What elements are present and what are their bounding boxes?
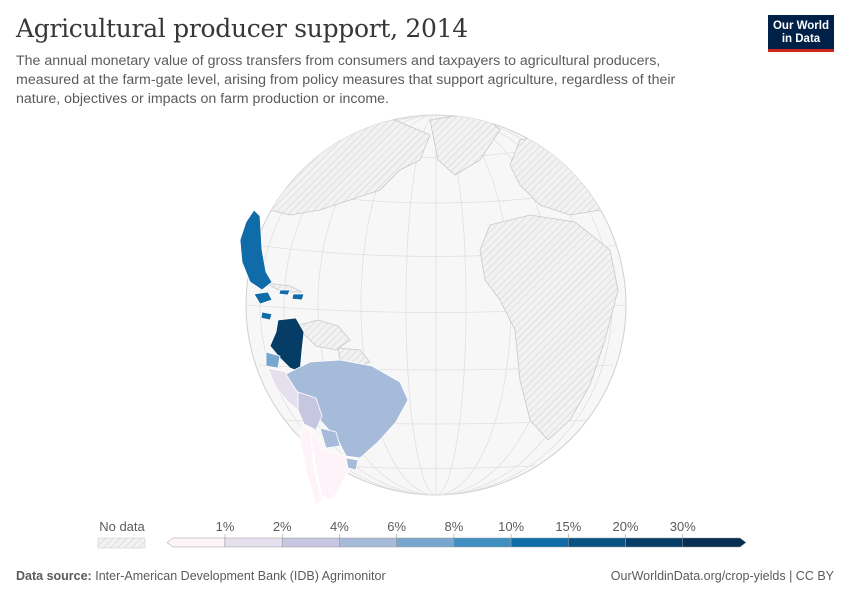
legend: No data 1% 2% 4% 6% 8% 10% 15% 20% 30%: [97, 519, 747, 549]
legend-tick-label: 30%: [670, 519, 696, 534]
legend-bin-8[interactable]: [625, 537, 684, 548]
country-bolivia[interactable]: [297, 391, 323, 431]
country-dominican-republic[interactable]: [291, 293, 305, 301]
legend-tick-label: 6%: [387, 519, 406, 534]
legend-bin-2[interactable]: [281, 537, 340, 548]
legend-no-data-label: No data: [99, 519, 145, 534]
owid-logo[interactable]: Our World in Data: [768, 15, 834, 52]
legend-tick-label: 20%: [613, 519, 639, 534]
legend-tick-label: 10%: [498, 519, 524, 534]
logo-line-2: in Data: [781, 33, 821, 45]
logo-line-1: Our World: [772, 20, 829, 32]
legend-bin-5[interactable]: [453, 537, 512, 548]
legend-bin-1[interactable]: [224, 537, 283, 548]
legend-tick-label: 4%: [330, 519, 349, 534]
chart-title: Agricultural producer support, 2014: [16, 14, 468, 43]
legend-tick-label: 8%: [444, 519, 463, 534]
legend-tick-label: 15%: [555, 519, 581, 534]
footer-url[interactable]: OurWorldinData.org/crop-yields | CC BY: [610, 569, 834, 583]
legend-bin-4[interactable]: [396, 537, 455, 548]
legend-tick-label: 2%: [273, 519, 292, 534]
country-panama[interactable]: [260, 311, 273, 321]
legend-bins: 1% 2% 4% 6% 8% 10% 15% 20% 30%: [166, 519, 747, 548]
country-honduras[interactable]: [253, 291, 273, 305]
source-text[interactable]: Inter-American Development Bank (IDB) Ag…: [95, 569, 386, 583]
country-ecuador[interactable]: [265, 351, 281, 369]
venezuela[interactable]: [295, 319, 351, 351]
chart-subtitle: The annual monetary value of gross trans…: [16, 53, 676, 107]
country-paraguay[interactable]: [319, 427, 341, 449]
africa[interactable]: [479, 214, 619, 441]
choropleth-countries: [239, 209, 409, 506]
legend-tick-label: 1%: [216, 519, 235, 534]
country-argentina[interactable]: [309, 428, 353, 501]
cuba[interactable]: [265, 282, 303, 293]
country-uruguay[interactable]: [345, 457, 359, 471]
greenland[interactable]: [429, 112, 501, 176]
legend-no-data-swatch[interactable]: [97, 537, 146, 549]
country-mexico[interactable]: [239, 209, 273, 291]
legend-bin-7[interactable]: [568, 537, 626, 548]
legend-bin-3[interactable]: [339, 537, 397, 548]
legend-bin-0[interactable]: [166, 537, 226, 548]
country-jamaica[interactable]: [278, 289, 291, 296]
legend-bin-9[interactable]: [682, 537, 747, 548]
legend-bin-6[interactable]: [510, 537, 569, 548]
footer-source: Data source: Inter-American Development …: [16, 569, 386, 583]
source-label: Data source:: [16, 569, 92, 583]
